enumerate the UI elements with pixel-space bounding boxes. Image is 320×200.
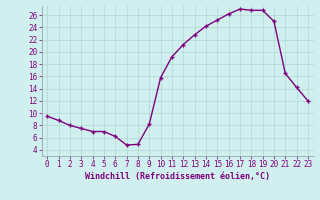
X-axis label: Windchill (Refroidissement éolien,°C): Windchill (Refroidissement éolien,°C) [85, 172, 270, 181]
